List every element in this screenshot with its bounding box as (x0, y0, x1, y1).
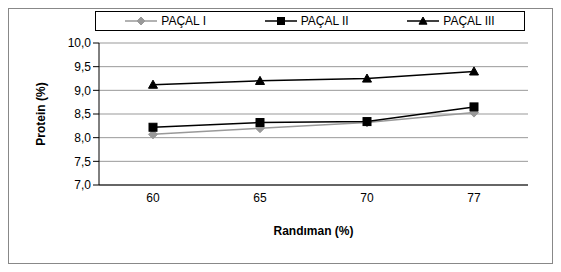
svg-text:9,0: 9,0 (74, 84, 91, 98)
html-text:PAÇAL II: PAÇAL II (300, 14, 349, 28)
html-text:PAÇAL III: PAÇAL III (443, 14, 495, 28)
svg-text:65: 65 (253, 191, 267, 205)
svg-text:9,5: 9,5 (74, 60, 91, 74)
svg-text:60: 60 (146, 191, 160, 205)
svg-text:77: 77 (467, 191, 481, 205)
html-text:PAÇAL I: PAÇAL I (161, 14, 206, 28)
svg-text:70: 70 (360, 191, 374, 205)
svg-text:Protein (%): Protein (%) (34, 82, 48, 145)
svg-text:7,0: 7,0 (74, 178, 91, 192)
svg-text:8,5: 8,5 (74, 107, 91, 121)
svg-text:Randıman (%): Randıman (%) (273, 224, 353, 238)
svg-text:10,0: 10,0 (68, 36, 92, 50)
svg-text:8,0: 8,0 (74, 131, 91, 145)
svg-text:7,5: 7,5 (74, 155, 91, 169)
